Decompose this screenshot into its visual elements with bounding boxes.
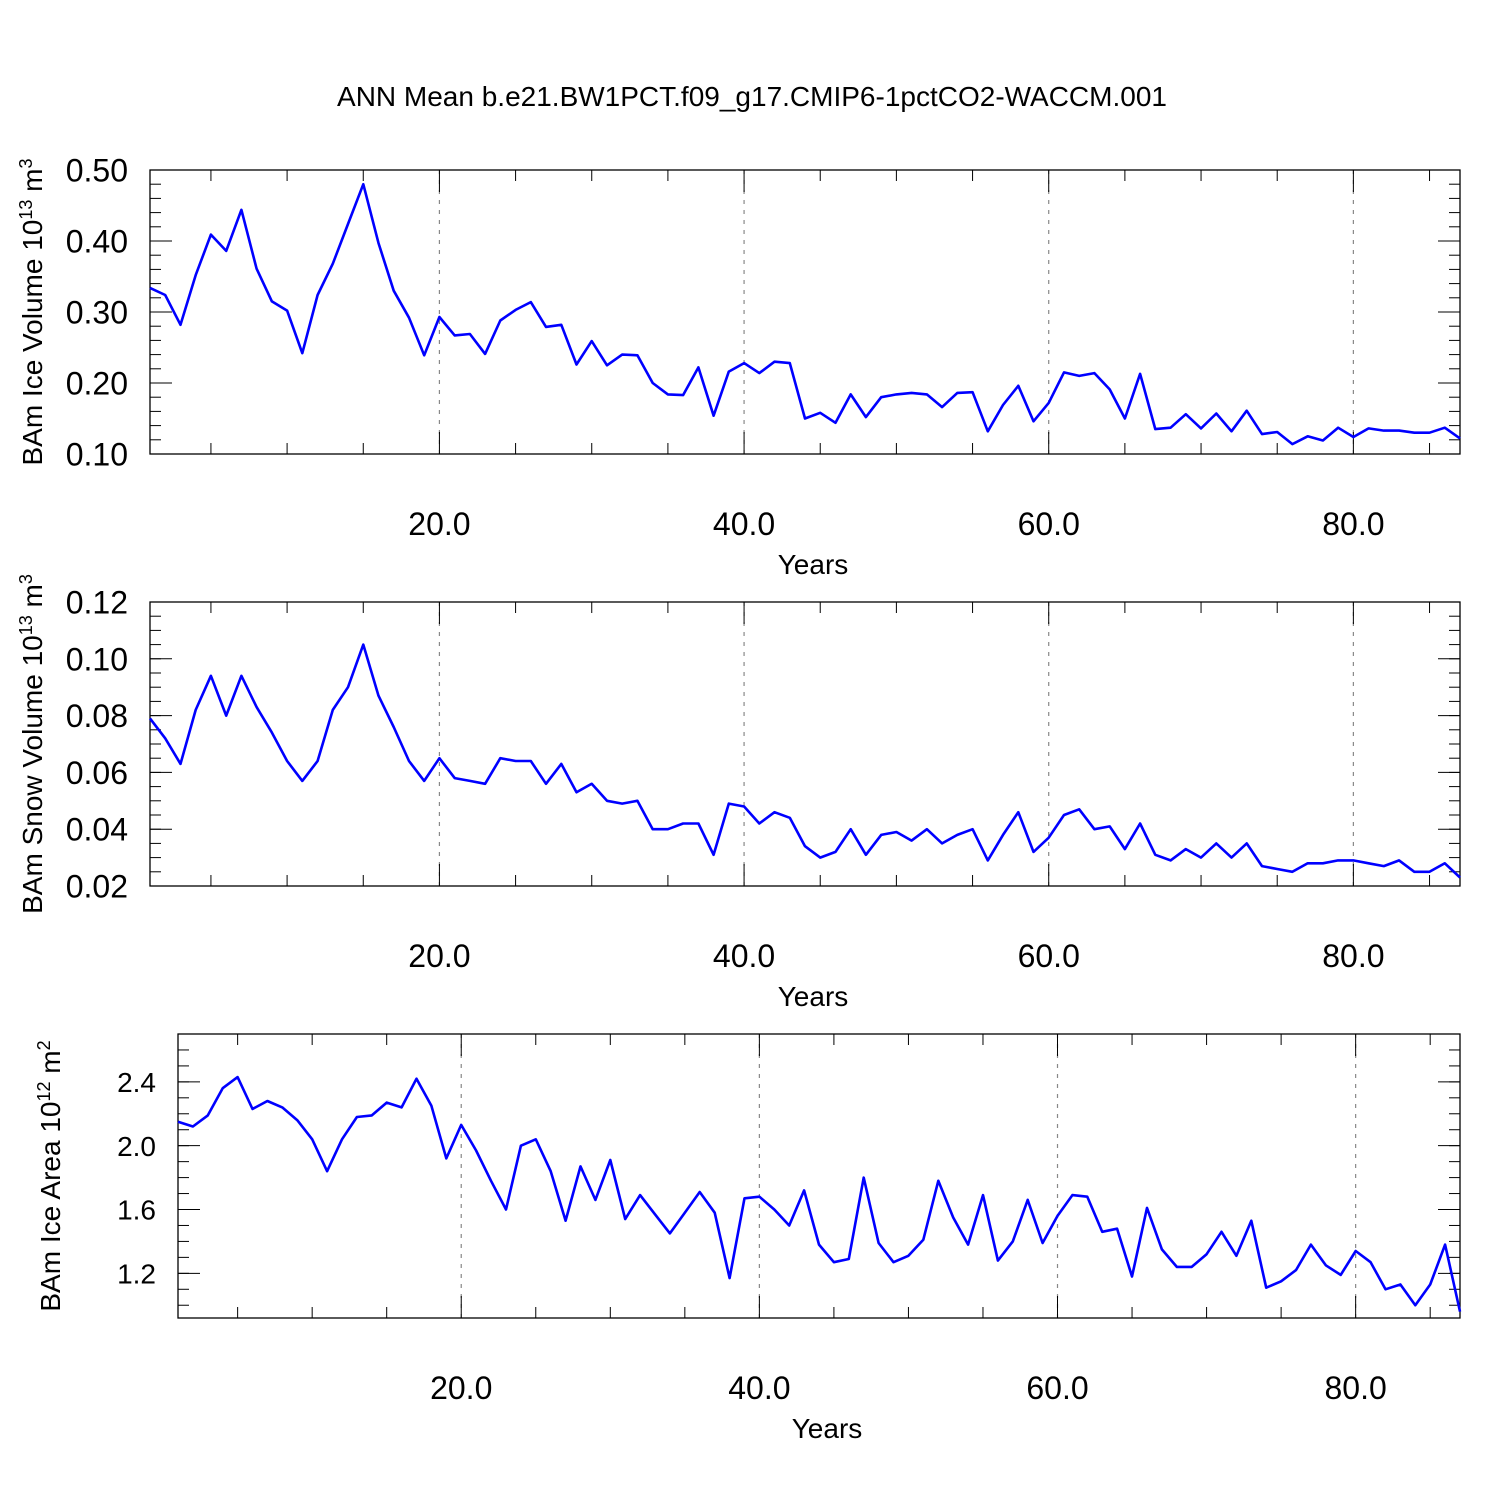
y-tick-label: 0.50: [66, 153, 128, 189]
x-tick-label: 20.0: [408, 506, 470, 542]
series-line: [177, 1075, 1462, 1312]
y-tick-label: 0.02: [66, 869, 128, 905]
y-tick-label: 0.04: [66, 812, 128, 848]
x-tick-label: 80.0: [1322, 938, 1384, 974]
x-tick-label: 20.0: [430, 1370, 492, 1406]
panel-1: 0.10 0.20 0.30 0.40 0.50 20.0 40.0 60.0 80.0 Year…: [16, 153, 1461, 580]
plot-frame: [149, 601, 1461, 887]
y-tick-label: 1.2: [117, 1258, 156, 1289]
y-tick-label: 0.08: [66, 698, 128, 734]
y-axis-label-part: BAm Ice Volume 10: [17, 220, 48, 466]
x-tick-label: 80.0: [1322, 506, 1384, 542]
x-tick-label: 40.0: [728, 1370, 790, 1406]
plot-frame: [149, 169, 1461, 455]
series-line: [149, 182, 1461, 446]
series-line: [148, 643, 1461, 879]
y-axis-label-superscript: 13: [16, 200, 36, 220]
y-axis-label: BAm Ice Volume 1013 m3: [16, 158, 48, 465]
y-tick-label: 2.0: [117, 1131, 156, 1162]
plot-frame: [177, 1033, 1461, 1319]
x-tick-label: 20.0: [408, 938, 470, 974]
y-tick-label: 2.4: [117, 1067, 156, 1098]
y-tick-label: 0.12: [66, 585, 128, 621]
y-axis-label-superscript: 13: [16, 615, 36, 635]
y-axis-label-part: m: [35, 1050, 66, 1081]
y-tick-label: 0.40: [66, 224, 128, 260]
y-tick-label: 0.06: [66, 755, 128, 791]
x-axis-label: Years: [778, 981, 849, 1012]
chart-title: ANN Mean b.e21.BW1PCT.f09_g17.CMIP6-1pct…: [337, 81, 1167, 112]
x-tick-label: 40.0: [713, 506, 775, 542]
y-axis-label-part: BAm Snow Volume 10: [17, 635, 48, 914]
x-tick-label: 60.0: [1026, 1370, 1088, 1406]
y-axis-label-superscript: 3: [16, 158, 36, 168]
y-axis-label-superscript: 12: [34, 1081, 54, 1101]
y-tick-label: 0.10: [66, 641, 128, 677]
y-tick-label: 0.30: [66, 295, 128, 331]
y-tick-label: 0.10: [66, 437, 128, 473]
x-tick-label: 80.0: [1325, 1370, 1387, 1406]
y-axis-label-part: BAm Ice Area 10: [35, 1102, 66, 1312]
y-axis-label-part: m: [17, 168, 48, 199]
y-axis-label-part: m: [17, 584, 48, 615]
x-tick-label: 40.0: [713, 938, 775, 974]
x-axis-label: Years: [778, 549, 849, 580]
y-axis-label-superscript: 2: [34, 1040, 54, 1050]
y-tick-label: 0.20: [66, 366, 128, 402]
y-axis-label: BAm Ice Area 1012 m2: [34, 1040, 66, 1311]
x-tick-label: 60.0: [1018, 506, 1080, 542]
x-tick-label: 60.0: [1018, 938, 1080, 974]
panel-3: 1.2 1.6 2.0 2.4 20.0 40.0 60.0 80.0 Years BAm Ice…: [34, 1033, 1462, 1444]
panel-2: 0.02 0.04 0.06 0.08 0.10 0.12 20.0 40.0 60.0 80.0…: [16, 574, 1461, 1012]
y-axis-label: BAm Snow Volume 1013 m3: [16, 574, 48, 914]
y-tick-label: 1.6: [117, 1195, 156, 1226]
x-axis-label: Years: [792, 1413, 863, 1444]
y-axis-label-superscript: 3: [16, 574, 36, 584]
